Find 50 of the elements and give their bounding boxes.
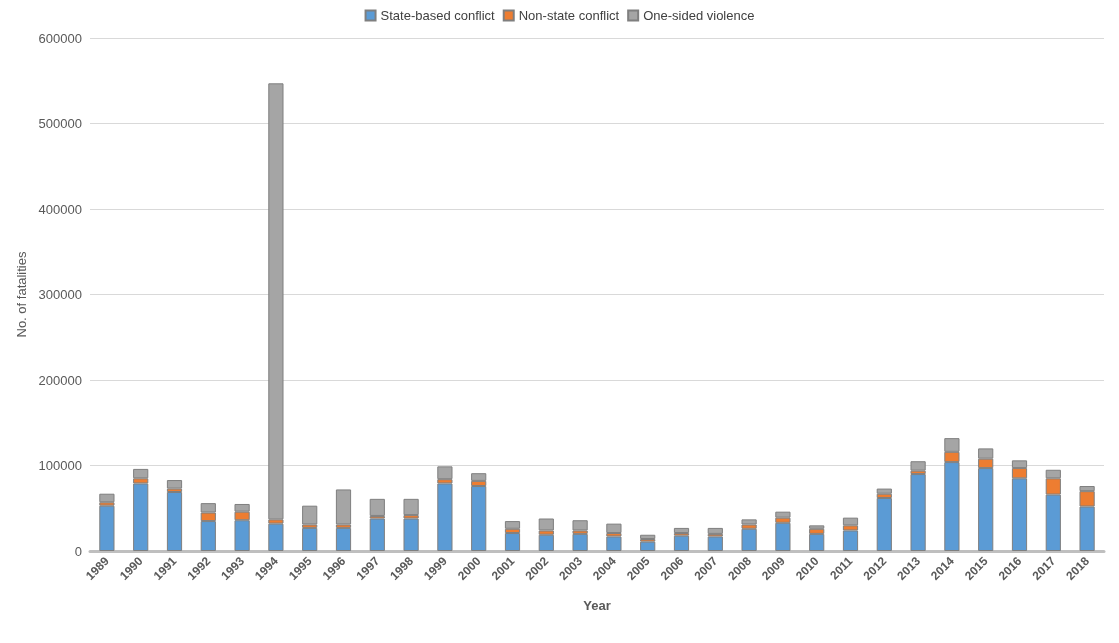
y-tick-label: 200000 (38, 372, 82, 388)
bar (99, 493, 115, 503)
y-tick-label: 600000 (38, 30, 82, 46)
y-tick-label: 500000 (38, 116, 82, 131)
bar (572, 533, 588, 551)
bar (741, 528, 757, 551)
bar (842, 530, 859, 551)
bar (572, 520, 588, 531)
bar (876, 497, 892, 551)
bar (741, 519, 757, 525)
bar (369, 498, 385, 516)
bar (166, 480, 183, 489)
bar (403, 518, 419, 551)
bar (640, 534, 656, 540)
legend-label: State-based conflict (380, 8, 496, 23)
legend-label: One-sided violence (643, 8, 755, 23)
bar (538, 518, 554, 531)
bar (606, 536, 622, 551)
bar (606, 523, 622, 534)
y-axis-title: No. of fatalities (13, 251, 29, 338)
bar (335, 527, 352, 551)
bar (809, 533, 825, 551)
bar (673, 535, 690, 551)
bar (707, 536, 723, 551)
y-tick-label: 0 (74, 543, 82, 559)
bar (302, 505, 318, 525)
y-tick-label: 300000 (38, 287, 82, 302)
bar (504, 533, 521, 551)
x-axis-title: Year (583, 598, 611, 613)
bar (403, 498, 419, 516)
legend-label: Non-state conflict (518, 8, 620, 23)
bar (302, 527, 318, 551)
bar (437, 483, 453, 551)
bar (166, 492, 183, 551)
bar (369, 518, 385, 551)
bar (335, 489, 352, 525)
bar (910, 474, 926, 551)
bar (504, 521, 521, 529)
bar (268, 523, 284, 551)
bar (707, 527, 723, 534)
bar (99, 505, 115, 551)
bar (437, 466, 453, 480)
bar (910, 461, 926, 471)
bar (640, 541, 656, 551)
bar (876, 488, 892, 494)
y-tick-label: 100000 (38, 458, 82, 473)
bar (673, 527, 690, 534)
y-tick-label: 400000 (38, 201, 82, 217)
bar (538, 534, 554, 551)
bar (775, 522, 791, 551)
